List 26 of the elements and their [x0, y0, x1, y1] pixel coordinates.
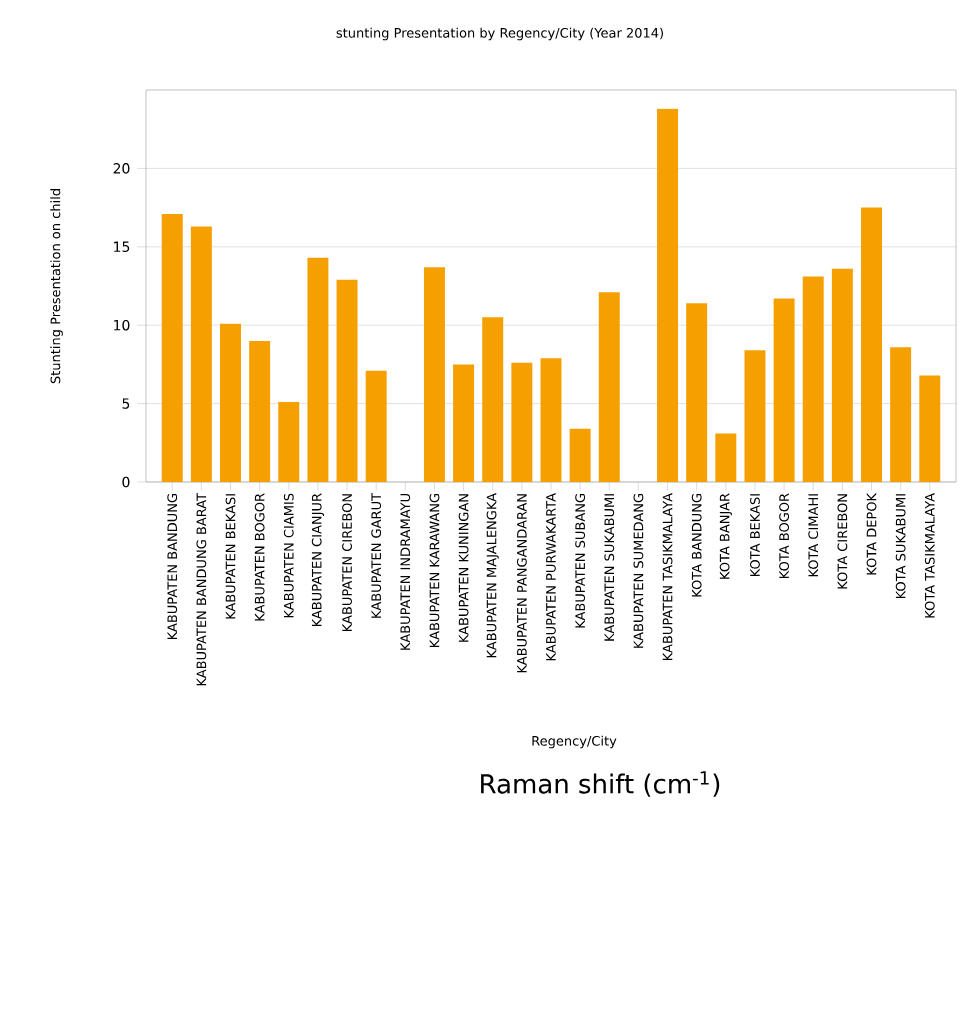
bar [773, 298, 795, 483]
bar [890, 347, 912, 483]
bar [482, 317, 504, 483]
bar [453, 364, 475, 483]
bar [831, 268, 853, 483]
bar [802, 276, 824, 483]
bar [365, 370, 387, 483]
bar [744, 350, 766, 483]
bar [336, 279, 358, 483]
bar [249, 340, 271, 483]
bar [598, 292, 620, 483]
bar [278, 402, 300, 483]
bar [220, 323, 241, 483]
bar [190, 226, 212, 483]
bar [307, 257, 329, 483]
bar [540, 358, 562, 483]
text: Raman shift (cm$^{-1}$) [481, 771, 720, 797]
bar [423, 267, 445, 483]
bar [686, 303, 708, 483]
bar [657, 108, 679, 483]
bar [511, 362, 533, 483]
bar [715, 433, 737, 483]
bar [861, 207, 882, 483]
bar [919, 375, 941, 483]
bar [161, 213, 183, 483]
bar [569, 428, 591, 483]
